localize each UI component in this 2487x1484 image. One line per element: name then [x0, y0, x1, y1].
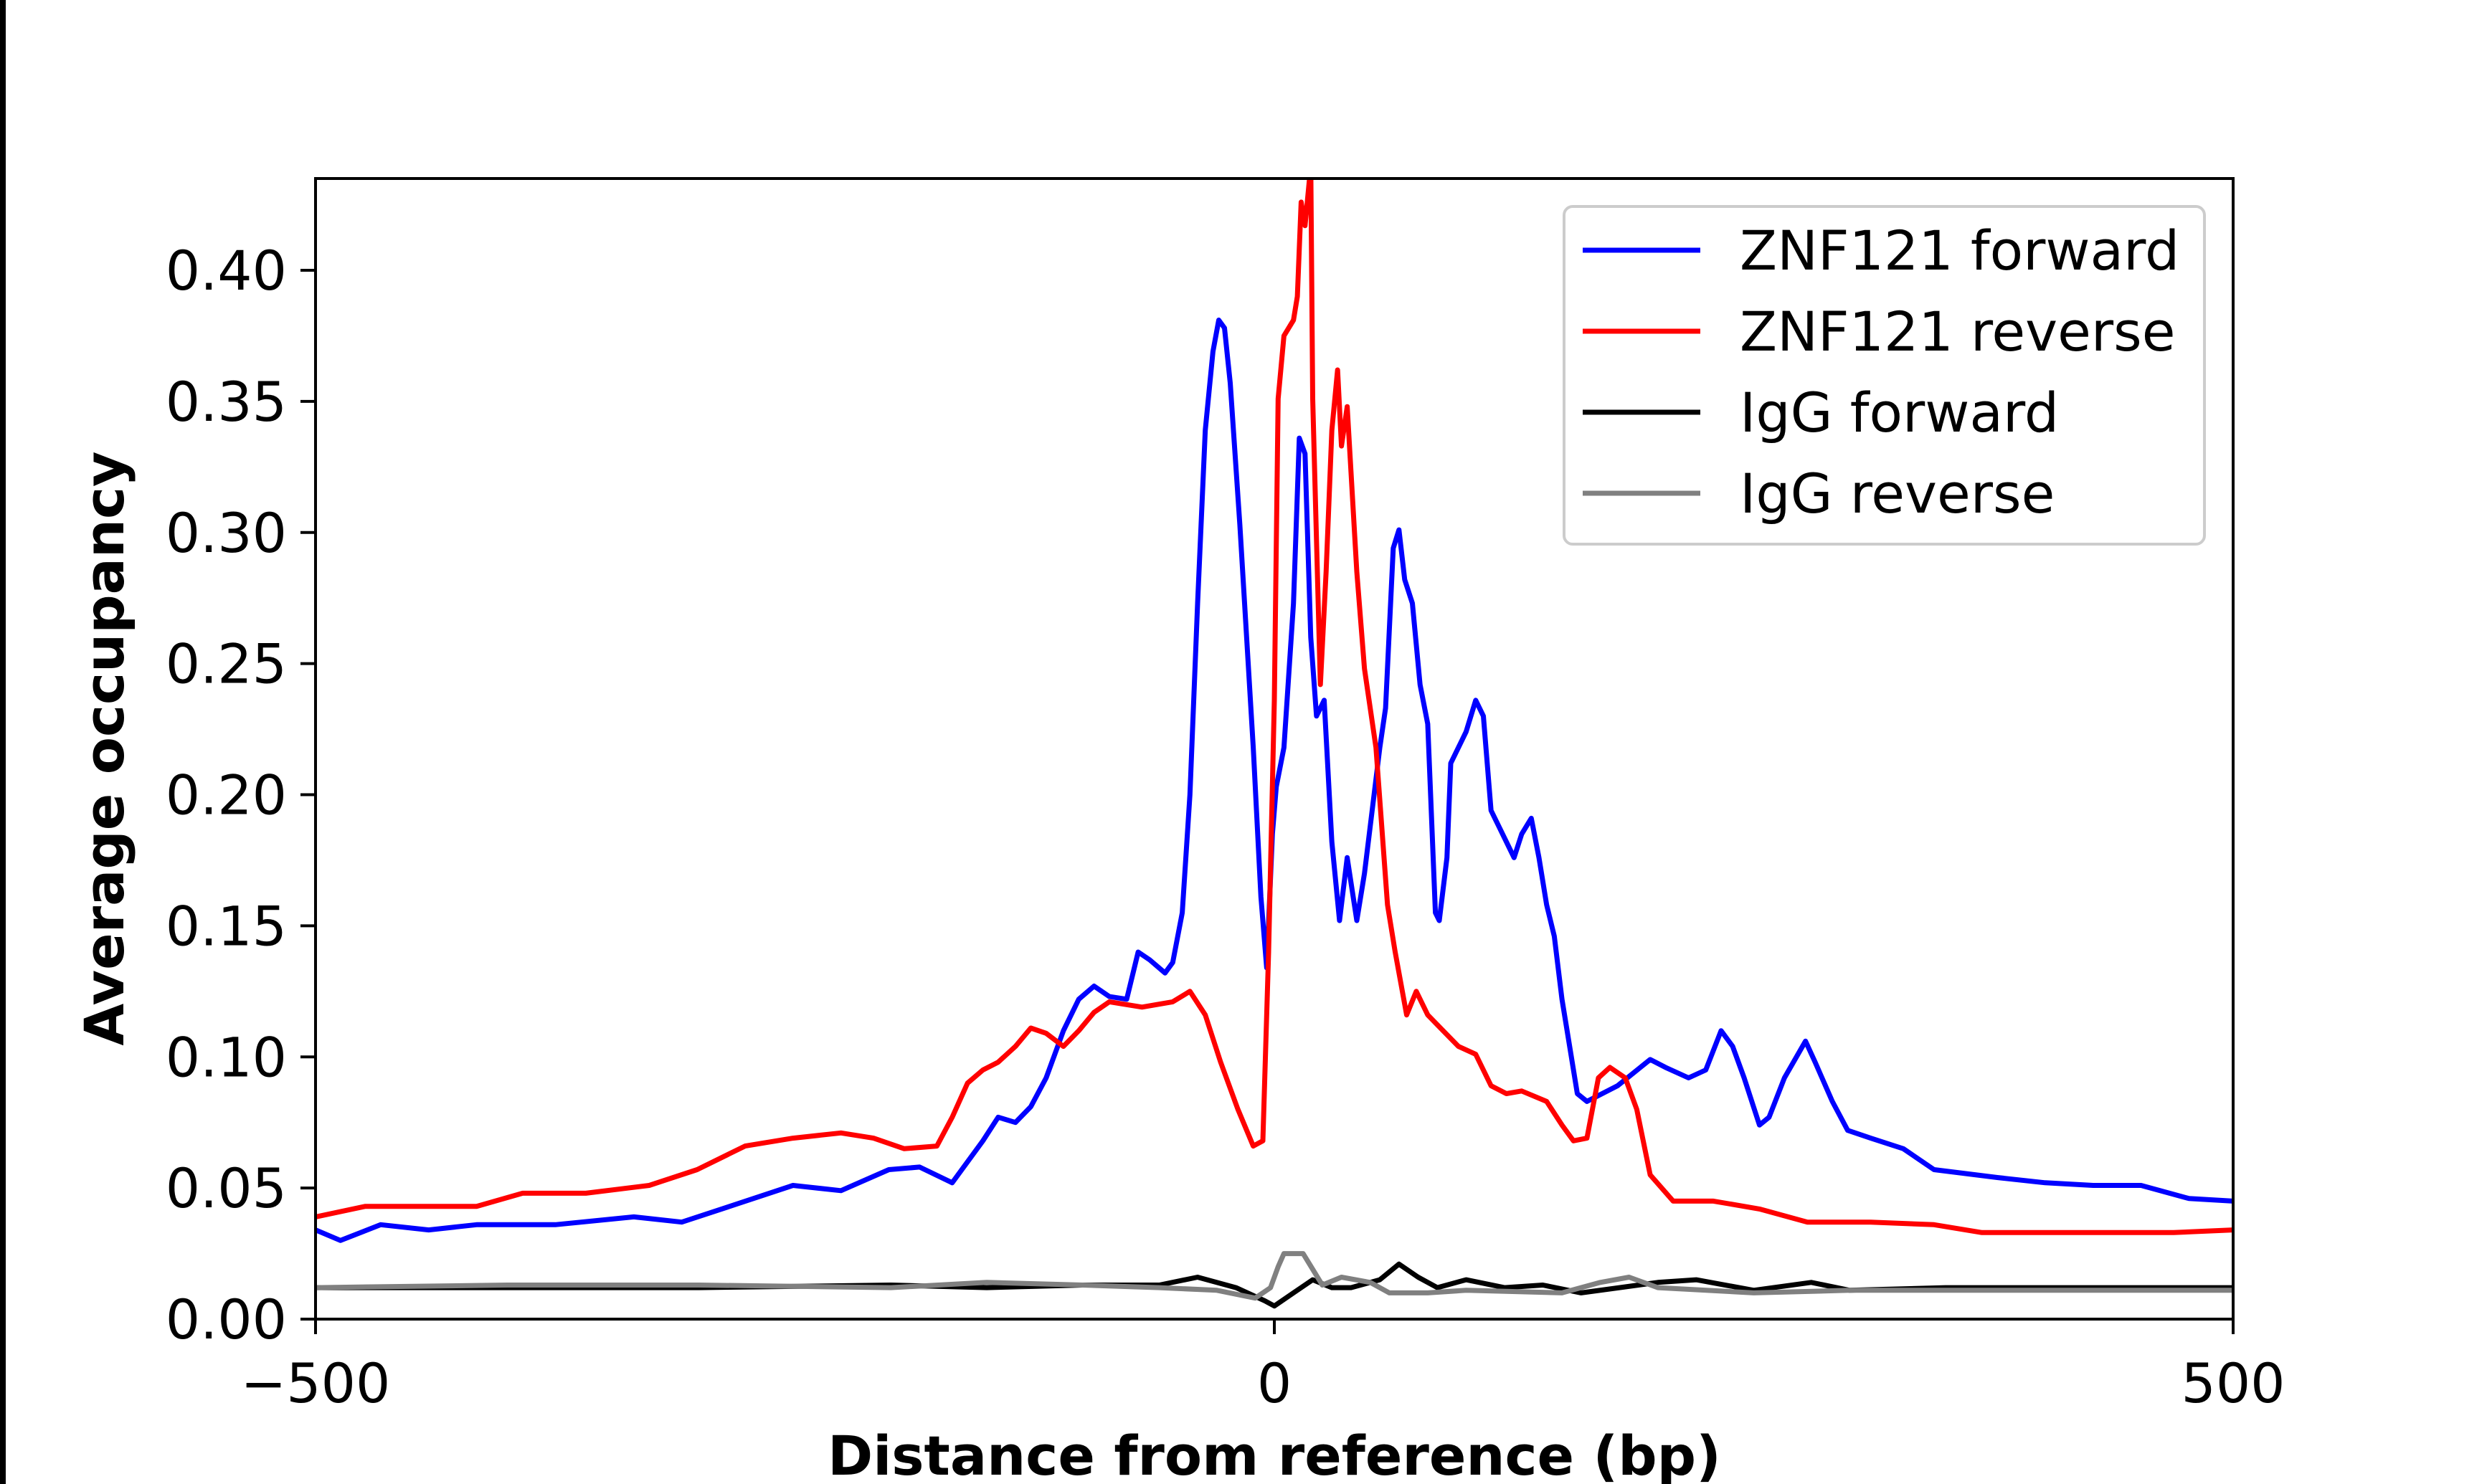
- legend-label: IgG forward: [1740, 381, 2059, 444]
- legend-entry: ZNF121 forward: [1583, 219, 2179, 282]
- legend-entry: IgG reverse: [1583, 462, 2055, 525]
- y-axis-label: Average occupancy: [72, 451, 136, 1045]
- series-lines: [316, 179, 2233, 1309]
- y-tick-label: 0.40: [166, 239, 287, 303]
- y-tick-label: 0.05: [166, 1156, 287, 1220]
- legend-frame: [1563, 205, 2206, 546]
- x-axis-label: Distance from reference (bp): [828, 1424, 1721, 1484]
- y-tick-label: 0.35: [166, 370, 287, 434]
- series-line-znf121-reverse: [316, 179, 2233, 1235]
- y-tick-label: 0.30: [166, 501, 287, 565]
- y-tick-label: 0.20: [166, 764, 287, 827]
- x-axis: −500 0 500: [241, 1319, 2285, 1415]
- x-tick-label: 500: [2181, 1351, 2285, 1415]
- y-tick-label: 0.25: [166, 632, 287, 696]
- series-line-igg-reverse: [316, 1251, 2233, 1301]
- x-tick-label: −500: [241, 1351, 391, 1415]
- x-tick-label: 0: [1257, 1351, 1292, 1415]
- legend: ZNF121 forward ZNF121 reverse IgG forward I…: [1563, 205, 2206, 546]
- y-tick-label: 0.15: [166, 894, 287, 958]
- legend-label: ZNF121 forward: [1740, 219, 2179, 282]
- y-tick-label: 0.10: [166, 1025, 287, 1089]
- y-tick-label: 0.00: [166, 1288, 287, 1351]
- legend-entry: ZNF121 reverse: [1583, 300, 2176, 363]
- y-axis: 0.00 0.05 0.10 0.15 0.20 0.25 0.30 0.35 0.40: [166, 239, 316, 1351]
- legend-label: ZNF121 reverse: [1740, 300, 2176, 363]
- legend-label: IgG reverse: [1740, 462, 2055, 525]
- left-border: [0, 0, 6, 1484]
- legend-entry: IgG forward: [1583, 381, 2059, 444]
- series-line-znf121-forward: [316, 318, 2233, 1243]
